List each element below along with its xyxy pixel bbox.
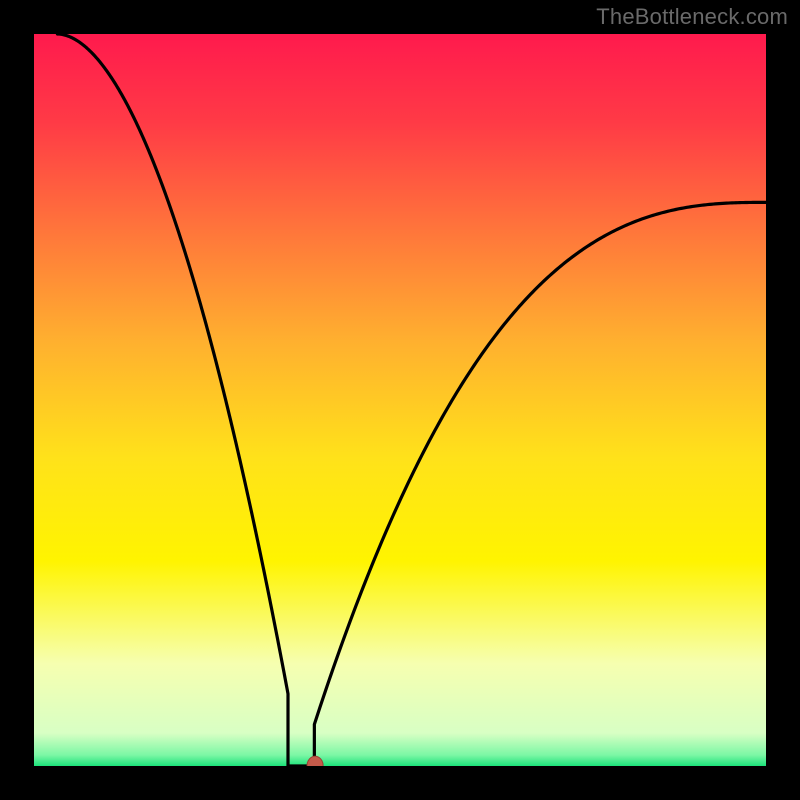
watermark-text: TheBottleneck.com (596, 4, 788, 30)
chart-svg (0, 0, 800, 800)
plot-background (34, 34, 766, 766)
chart-frame: TheBottleneck.com (0, 0, 800, 800)
